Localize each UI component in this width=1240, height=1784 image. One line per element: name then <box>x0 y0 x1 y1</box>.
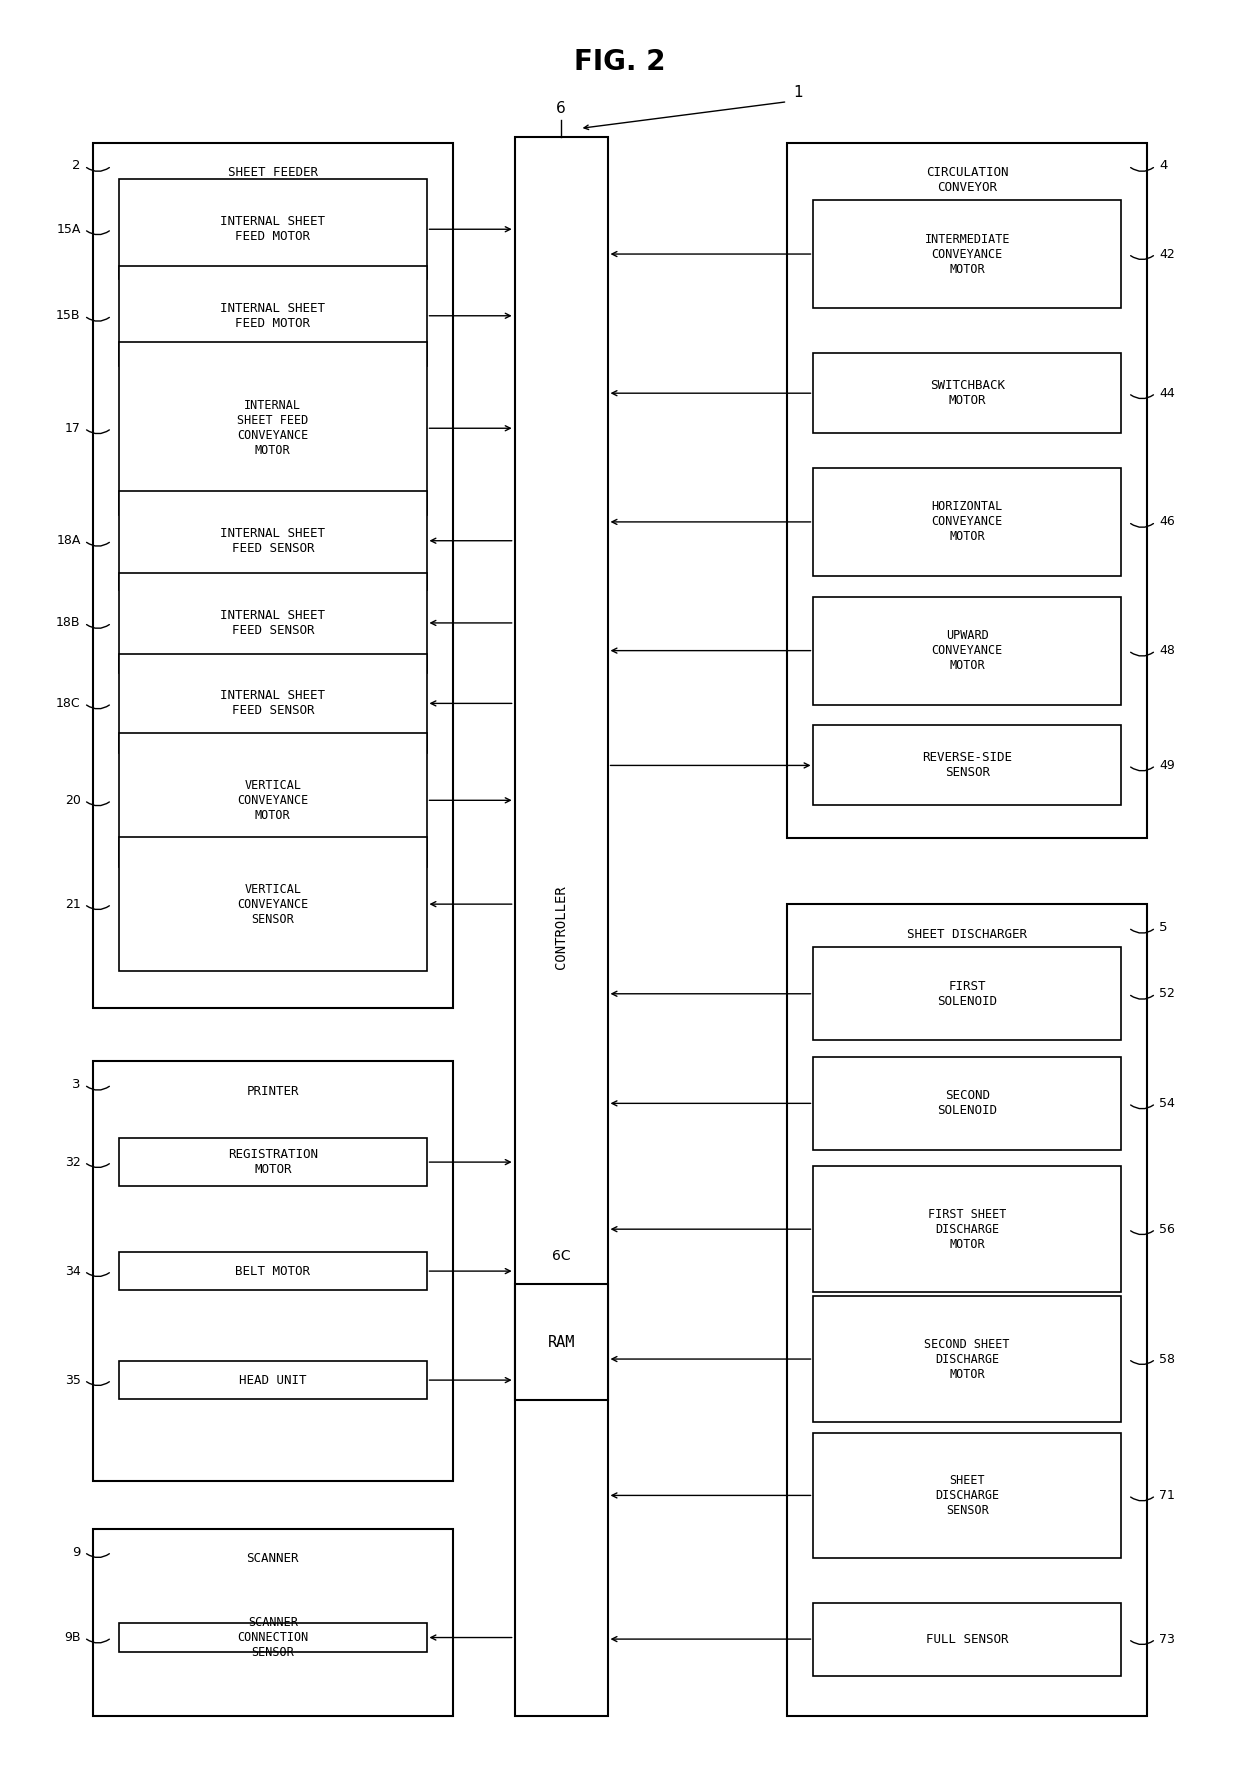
Bar <box>813 1602 1121 1675</box>
Text: 4: 4 <box>1159 159 1168 173</box>
Text: 20: 20 <box>64 794 81 806</box>
Text: BELT MOTOR: BELT MOTOR <box>236 1265 310 1277</box>
Text: 49: 49 <box>1159 758 1176 772</box>
Bar <box>787 143 1147 838</box>
Bar <box>813 947 1121 1040</box>
Text: SHEET
DISCHARGE
SENSOR: SHEET DISCHARGE SENSOR <box>935 1474 999 1516</box>
Bar <box>119 491 427 591</box>
Text: 46: 46 <box>1159 516 1176 528</box>
Text: 1: 1 <box>794 86 804 100</box>
Bar <box>813 1433 1121 1559</box>
Bar <box>119 653 427 753</box>
Text: 44: 44 <box>1159 387 1176 400</box>
Text: 54: 54 <box>1159 1097 1176 1110</box>
Bar <box>813 1056 1121 1151</box>
Text: SCANNER
CONNECTION
SENSOR: SCANNER CONNECTION SENSOR <box>237 1616 309 1659</box>
Text: REVERSE-SIDE
SENSOR: REVERSE-SIDE SENSOR <box>923 751 1012 780</box>
Bar <box>93 1529 453 1716</box>
Bar <box>119 733 427 867</box>
Bar <box>515 137 608 1716</box>
Text: INTERNAL SHEET
FEED MOTOR: INTERNAL SHEET FEED MOTOR <box>221 301 325 330</box>
Text: INTERNAL SHEET
FEED SENSOR: INTERNAL SHEET FEED SENSOR <box>221 608 325 637</box>
Text: VERTICAL
CONVEYANCE
SENSOR: VERTICAL CONVEYANCE SENSOR <box>237 883 309 926</box>
Text: CIRCULATION
CONVEYOR: CIRCULATION CONVEYOR <box>926 166 1008 194</box>
Text: 15B: 15B <box>56 309 81 323</box>
Text: HEAD UNIT: HEAD UNIT <box>239 1374 306 1386</box>
Text: 58: 58 <box>1159 1352 1176 1365</box>
Text: FIG. 2: FIG. 2 <box>574 48 666 77</box>
Text: 3: 3 <box>72 1078 81 1092</box>
Text: 32: 32 <box>64 1156 81 1169</box>
Text: 2: 2 <box>72 159 81 173</box>
Text: 71: 71 <box>1159 1490 1176 1502</box>
Text: 18A: 18A <box>56 533 81 548</box>
Bar <box>813 596 1121 705</box>
Bar <box>93 143 453 1008</box>
Bar <box>119 343 427 516</box>
Text: SWITCHBACK
MOTOR: SWITCHBACK MOTOR <box>930 380 1004 407</box>
Text: INTERNAL SHEET
FEED SENSOR: INTERNAL SHEET FEED SENSOR <box>221 526 325 555</box>
Text: FIRST SHEET
DISCHARGE
MOTOR: FIRST SHEET DISCHARGE MOTOR <box>928 1208 1007 1251</box>
Text: INTERNAL
SHEET FEED
CONVEYANCE
MOTOR: INTERNAL SHEET FEED CONVEYANCE MOTOR <box>237 400 309 457</box>
Text: INTERNAL SHEET
FEED SENSOR: INTERNAL SHEET FEED SENSOR <box>221 689 325 717</box>
Bar <box>813 353 1121 434</box>
Text: 6: 6 <box>557 102 565 116</box>
Text: REGISTRATION
MOTOR: REGISTRATION MOTOR <box>228 1149 317 1176</box>
Text: 17: 17 <box>64 421 81 435</box>
Bar <box>119 573 427 673</box>
Text: 42: 42 <box>1159 248 1176 260</box>
Bar <box>787 904 1147 1716</box>
Text: 18C: 18C <box>56 698 81 710</box>
Bar <box>93 1061 453 1481</box>
Text: FIRST
SOLENOID: FIRST SOLENOID <box>937 979 997 1008</box>
Text: 52: 52 <box>1159 987 1176 1001</box>
Text: 9B: 9B <box>64 1631 81 1645</box>
Bar <box>813 1167 1121 1292</box>
Text: 9: 9 <box>72 1545 81 1559</box>
Bar <box>119 1138 427 1186</box>
Bar <box>119 266 427 366</box>
Text: 18B: 18B <box>56 617 81 630</box>
Bar <box>515 1284 608 1400</box>
Text: HORIZONTAL
CONVEYANCE
MOTOR: HORIZONTAL CONVEYANCE MOTOR <box>931 500 1003 544</box>
Bar <box>813 1297 1121 1422</box>
Text: SECOND
SOLENOID: SECOND SOLENOID <box>937 1090 997 1117</box>
Text: VERTICAL
CONVEYANCE
MOTOR: VERTICAL CONVEYANCE MOTOR <box>237 780 309 822</box>
Text: 34: 34 <box>64 1265 81 1277</box>
Text: SHEET DISCHARGER: SHEET DISCHARGER <box>908 928 1027 940</box>
Bar <box>119 180 427 278</box>
Bar <box>813 726 1121 805</box>
Text: FULL SENSOR: FULL SENSOR <box>926 1632 1008 1645</box>
Bar <box>119 1623 427 1652</box>
Text: SHEET FEEDER: SHEET FEEDER <box>228 166 317 178</box>
Text: INTERMEDIATE
CONVEYANCE
MOTOR: INTERMEDIATE CONVEYANCE MOTOR <box>925 232 1009 275</box>
Bar <box>119 1361 427 1399</box>
Text: 73: 73 <box>1159 1632 1176 1645</box>
Text: CONTROLLER: CONTROLLER <box>554 885 568 969</box>
Text: PRINTER: PRINTER <box>247 1085 299 1097</box>
Text: UPWARD
CONVEYANCE
MOTOR: UPWARD CONVEYANCE MOTOR <box>931 630 1003 673</box>
Text: SECOND SHEET
DISCHARGE
MOTOR: SECOND SHEET DISCHARGE MOTOR <box>925 1338 1009 1381</box>
Bar <box>813 467 1121 576</box>
Text: 6C: 6C <box>552 1249 572 1263</box>
Bar <box>119 837 427 970</box>
Text: SCANNER: SCANNER <box>247 1552 299 1565</box>
Text: 56: 56 <box>1159 1222 1176 1236</box>
Text: INTERNAL SHEET
FEED MOTOR: INTERNAL SHEET FEED MOTOR <box>221 216 325 243</box>
Bar <box>119 1252 427 1290</box>
Text: 15A: 15A <box>56 223 81 235</box>
Text: 21: 21 <box>64 897 81 910</box>
Bar <box>813 200 1121 309</box>
Text: 48: 48 <box>1159 644 1176 657</box>
Text: RAM: RAM <box>547 1334 575 1350</box>
Text: 5: 5 <box>1159 921 1168 935</box>
Text: 35: 35 <box>64 1374 81 1386</box>
